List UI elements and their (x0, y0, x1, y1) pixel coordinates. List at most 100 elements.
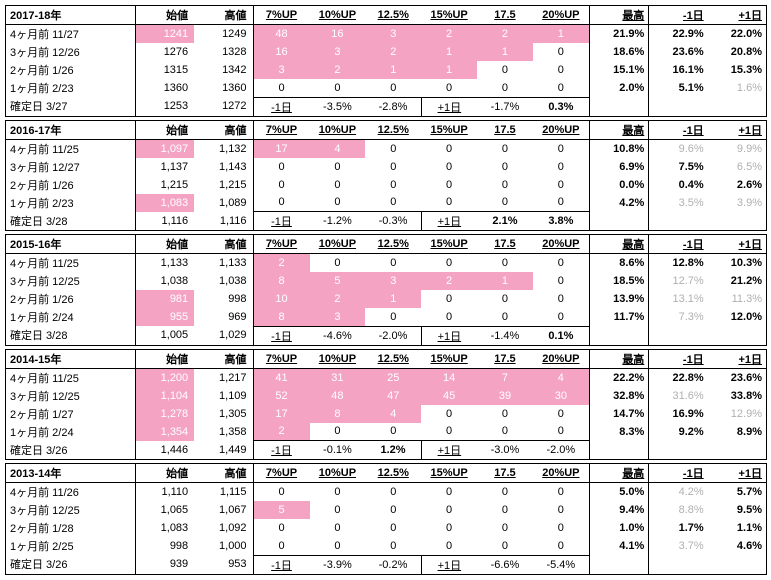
pct-cell: 4.2% (589, 194, 648, 212)
up-cell: 0 (533, 405, 589, 423)
up-cell: 0 (421, 537, 477, 555)
up-cell: 0 (421, 483, 477, 502)
up-cell: -3.9% (310, 555, 366, 574)
up-cell: 1 (421, 43, 477, 61)
up-cell: 47 (365, 387, 421, 405)
pct-cell: 9.4% (589, 501, 648, 519)
pct-cell: 10.3% (708, 254, 766, 273)
up-cell: 0 (365, 501, 421, 519)
data-row: 1ヶ月前 2/231,0831,0890000004.2%3.5%3.9% (6, 194, 766, 212)
pct-cell: 0.0% (589, 176, 648, 194)
up-cell: 0 (421, 158, 477, 176)
data-row: 確定日 3/281,0051,029-1日-4.6%-2.0%+1日-1.4%0… (6, 326, 766, 345)
up-cell: 0 (477, 423, 533, 441)
up-cell: +1日 (421, 326, 477, 345)
up-cell: 2 (477, 25, 533, 44)
up-cell: 2 (310, 61, 366, 79)
pct-cell: 9.6% (649, 139, 708, 158)
up-cell: 17 (253, 139, 309, 158)
pct-cell: 12.9% (708, 405, 766, 423)
up-cell: 0 (533, 176, 589, 194)
up-cell: 0 (310, 537, 366, 555)
up-cell: 48 (253, 25, 309, 44)
pct-cell: 8.8% (649, 501, 708, 519)
data-row: 3ヶ月前 12/2612761328163211018.6%23.6%20.8% (6, 43, 766, 61)
up-cell: 31 (310, 368, 366, 387)
up-cell: -6.6% (477, 555, 533, 574)
pct-cell (589, 212, 648, 231)
up-cell: 39 (477, 387, 533, 405)
up-cell: 4 (365, 405, 421, 423)
up-cell: 0 (365, 194, 421, 212)
up-cell: -1.2% (310, 212, 366, 231)
up-cell: -0.1% (310, 441, 366, 460)
up-cell: 2 (421, 25, 477, 44)
up-cell: 0 (253, 176, 309, 194)
up-cell: 0 (421, 79, 477, 97)
up-cell: 3 (365, 25, 421, 44)
pct-cell: 33.8% (708, 387, 766, 405)
up-cell: 1 (421, 61, 477, 79)
up-cell: 2 (253, 423, 309, 441)
up-cell: 1 (365, 290, 421, 308)
pct-cell: 1.6% (708, 79, 766, 97)
pct-cell: 3.9% (708, 194, 766, 212)
up-cell: -1日 (253, 97, 309, 116)
up-cell: 0 (477, 537, 533, 555)
up-cell: 0 (533, 308, 589, 326)
pct-cell: 11.7% (589, 308, 648, 326)
pct-cell: 8.9% (708, 423, 766, 441)
pct-cell: 23.6% (649, 43, 708, 61)
pct-cell (589, 441, 648, 460)
up-cell: 0 (533, 290, 589, 308)
pct-cell: 1.0% (589, 519, 648, 537)
data-row: 3ヶ月前 12/251,0651,0675000009.4%8.8%9.5% (6, 501, 766, 519)
up-cell: 16 (253, 43, 309, 61)
pct-cell (649, 441, 708, 460)
pct-cell: 4.6% (708, 537, 766, 555)
up-cell: 0 (533, 43, 589, 61)
up-cell: -2.0% (533, 441, 589, 460)
up-cell: 0 (533, 537, 589, 555)
pct-cell: 12.8% (649, 254, 708, 273)
up-cell: 0 (253, 79, 309, 97)
up-cell: 0 (365, 139, 421, 158)
up-cell: +1日 (421, 212, 477, 231)
up-cell: 0 (477, 290, 533, 308)
year-block: 2013-14年始値高値7%UP10%UP12.5%15%UP17.520%UP… (5, 463, 767, 575)
pct-cell: 18.5% (589, 272, 648, 290)
up-cell: 1 (365, 61, 421, 79)
pct-cell (708, 555, 766, 574)
data-row: 2ヶ月前 1/281,0831,0920000001.0%1.7%1.1% (6, 519, 766, 537)
pct-cell: 22.0% (708, 25, 766, 44)
up-cell: 52 (253, 387, 309, 405)
up-cell: 0 (477, 308, 533, 326)
pct-cell: 9.9% (708, 139, 766, 158)
data-row: 4ヶ月前 11/27124112494816322121.9%22.9%22.0… (6, 25, 766, 44)
up-cell: 0 (310, 79, 366, 97)
up-cell: -1.7% (477, 97, 533, 116)
up-cell: -1日 (253, 441, 309, 460)
data-row: 3ヶ月前 12/271,1371,1430000006.9%7.5%6.5% (6, 158, 766, 176)
pct-cell: 22.8% (649, 368, 708, 387)
up-cell: 2 (253, 254, 309, 273)
pct-cell: 32.8% (589, 387, 648, 405)
up-cell: +1日 (421, 555, 477, 574)
data-row: 確定日 3/281,1161,116-1日-1.2%-0.3%+1日2.1%3.… (6, 212, 766, 231)
data-row: 3ヶ月前 12/251,0381,03885321018.5%12.7%21.2… (6, 272, 766, 290)
up-cell: -1日 (253, 555, 309, 574)
up-cell: 0 (421, 194, 477, 212)
up-cell: 0 (421, 405, 477, 423)
up-cell: 0 (533, 61, 589, 79)
pct-cell: 31.6% (649, 387, 708, 405)
year-table: 2015-16年始値高値7%UP10%UP12.5%15%UP17.520%UP… (6, 235, 766, 345)
up-cell: +1日 (421, 97, 477, 116)
up-cell: 16 (310, 25, 366, 44)
up-cell: 0 (365, 254, 421, 273)
year-block: 2016-17年始値高値7%UP10%UP12.5%15%UP17.520%UP… (5, 120, 767, 232)
data-row: 4ヶ月前 11/251,2001,217413125147422.2%22.8%… (6, 368, 766, 387)
header-row: 2015-16年始値高値7%UP10%UP12.5%15%UP17.520%UP… (6, 235, 766, 254)
up-cell: 0 (253, 519, 309, 537)
data-row: 4ヶ月前 11/251,0971,132174000010.8%9.6%9.9% (6, 139, 766, 158)
up-cell: 3 (310, 43, 366, 61)
